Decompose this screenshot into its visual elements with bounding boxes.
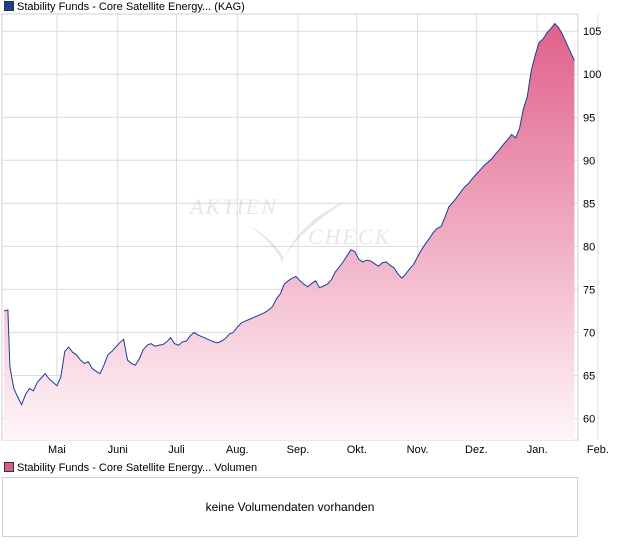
price-legend: Stability Funds - Core Satellite Energy.… <box>4 0 245 14</box>
y-tick-label: 65 <box>583 370 595 382</box>
volume-legend-swatch <box>4 462 14 472</box>
price-area-fill <box>4 23 575 440</box>
volume-empty-message: keine Volumendaten vorhanden <box>205 500 375 514</box>
watermark-text-aktien: AKTIEN <box>188 194 278 219</box>
watermark-check-icon <box>250 200 348 262</box>
price-legend-swatch <box>4 1 14 11</box>
x-tick-label: Mai <box>48 444 66 456</box>
x-tick-label: Dez. <box>465 444 488 456</box>
volume-panel: keine Volumendaten vorhanden <box>2 477 578 537</box>
x-tick-label: Aug. <box>226 444 249 456</box>
x-tick-label: Juni <box>108 444 128 456</box>
volume-legend: Stability Funds - Core Satellite Energy.… <box>4 461 257 475</box>
price-legend-label: Stability Funds - Core Satellite Energy.… <box>17 1 245 13</box>
x-axis-ticks: MaiJuniJuliAug.Sep.Okt.Nov.Dez.Jan.Feb.M… <box>48 444 609 456</box>
price-line <box>3 22 575 406</box>
y-tick-label: 100 <box>583 69 601 81</box>
y-tick-label: 70 <box>583 327 595 339</box>
x-tick-label: Juli <box>168 444 185 456</box>
x-tick-label: Nov. <box>407 444 429 456</box>
y-tick-label: 80 <box>583 241 595 253</box>
watermark-text-check: CHECK <box>308 224 391 249</box>
y-tick-label: 105 <box>583 26 601 38</box>
y-axis-ticks: 60 65 70 75 80 85 90 95 100 105 <box>583 26 601 425</box>
y-tick-label: 60 <box>583 413 595 425</box>
x-tick-label: Sep. <box>287 444 310 456</box>
y-tick-label: 95 <box>583 112 595 124</box>
volume-legend-label: Stability Funds - Core Satellite Energy.… <box>17 462 258 474</box>
y-tick-label: 90 <box>583 155 595 167</box>
x-tick-label: Jan. <box>527 444 548 456</box>
aktiencheck-watermark: AKTIEN CHECK <box>188 194 391 262</box>
x-tick-label: Feb. <box>587 444 609 456</box>
y-tick-label: 75 <box>583 284 595 296</box>
y-tick-label: 85 <box>583 198 595 210</box>
x-tick-label: Okt. <box>347 444 367 456</box>
price-chart: AKTIEN CHECK 60 65 70 75 80 85 90 95 100 105 Mai J… <box>1 13 609 456</box>
